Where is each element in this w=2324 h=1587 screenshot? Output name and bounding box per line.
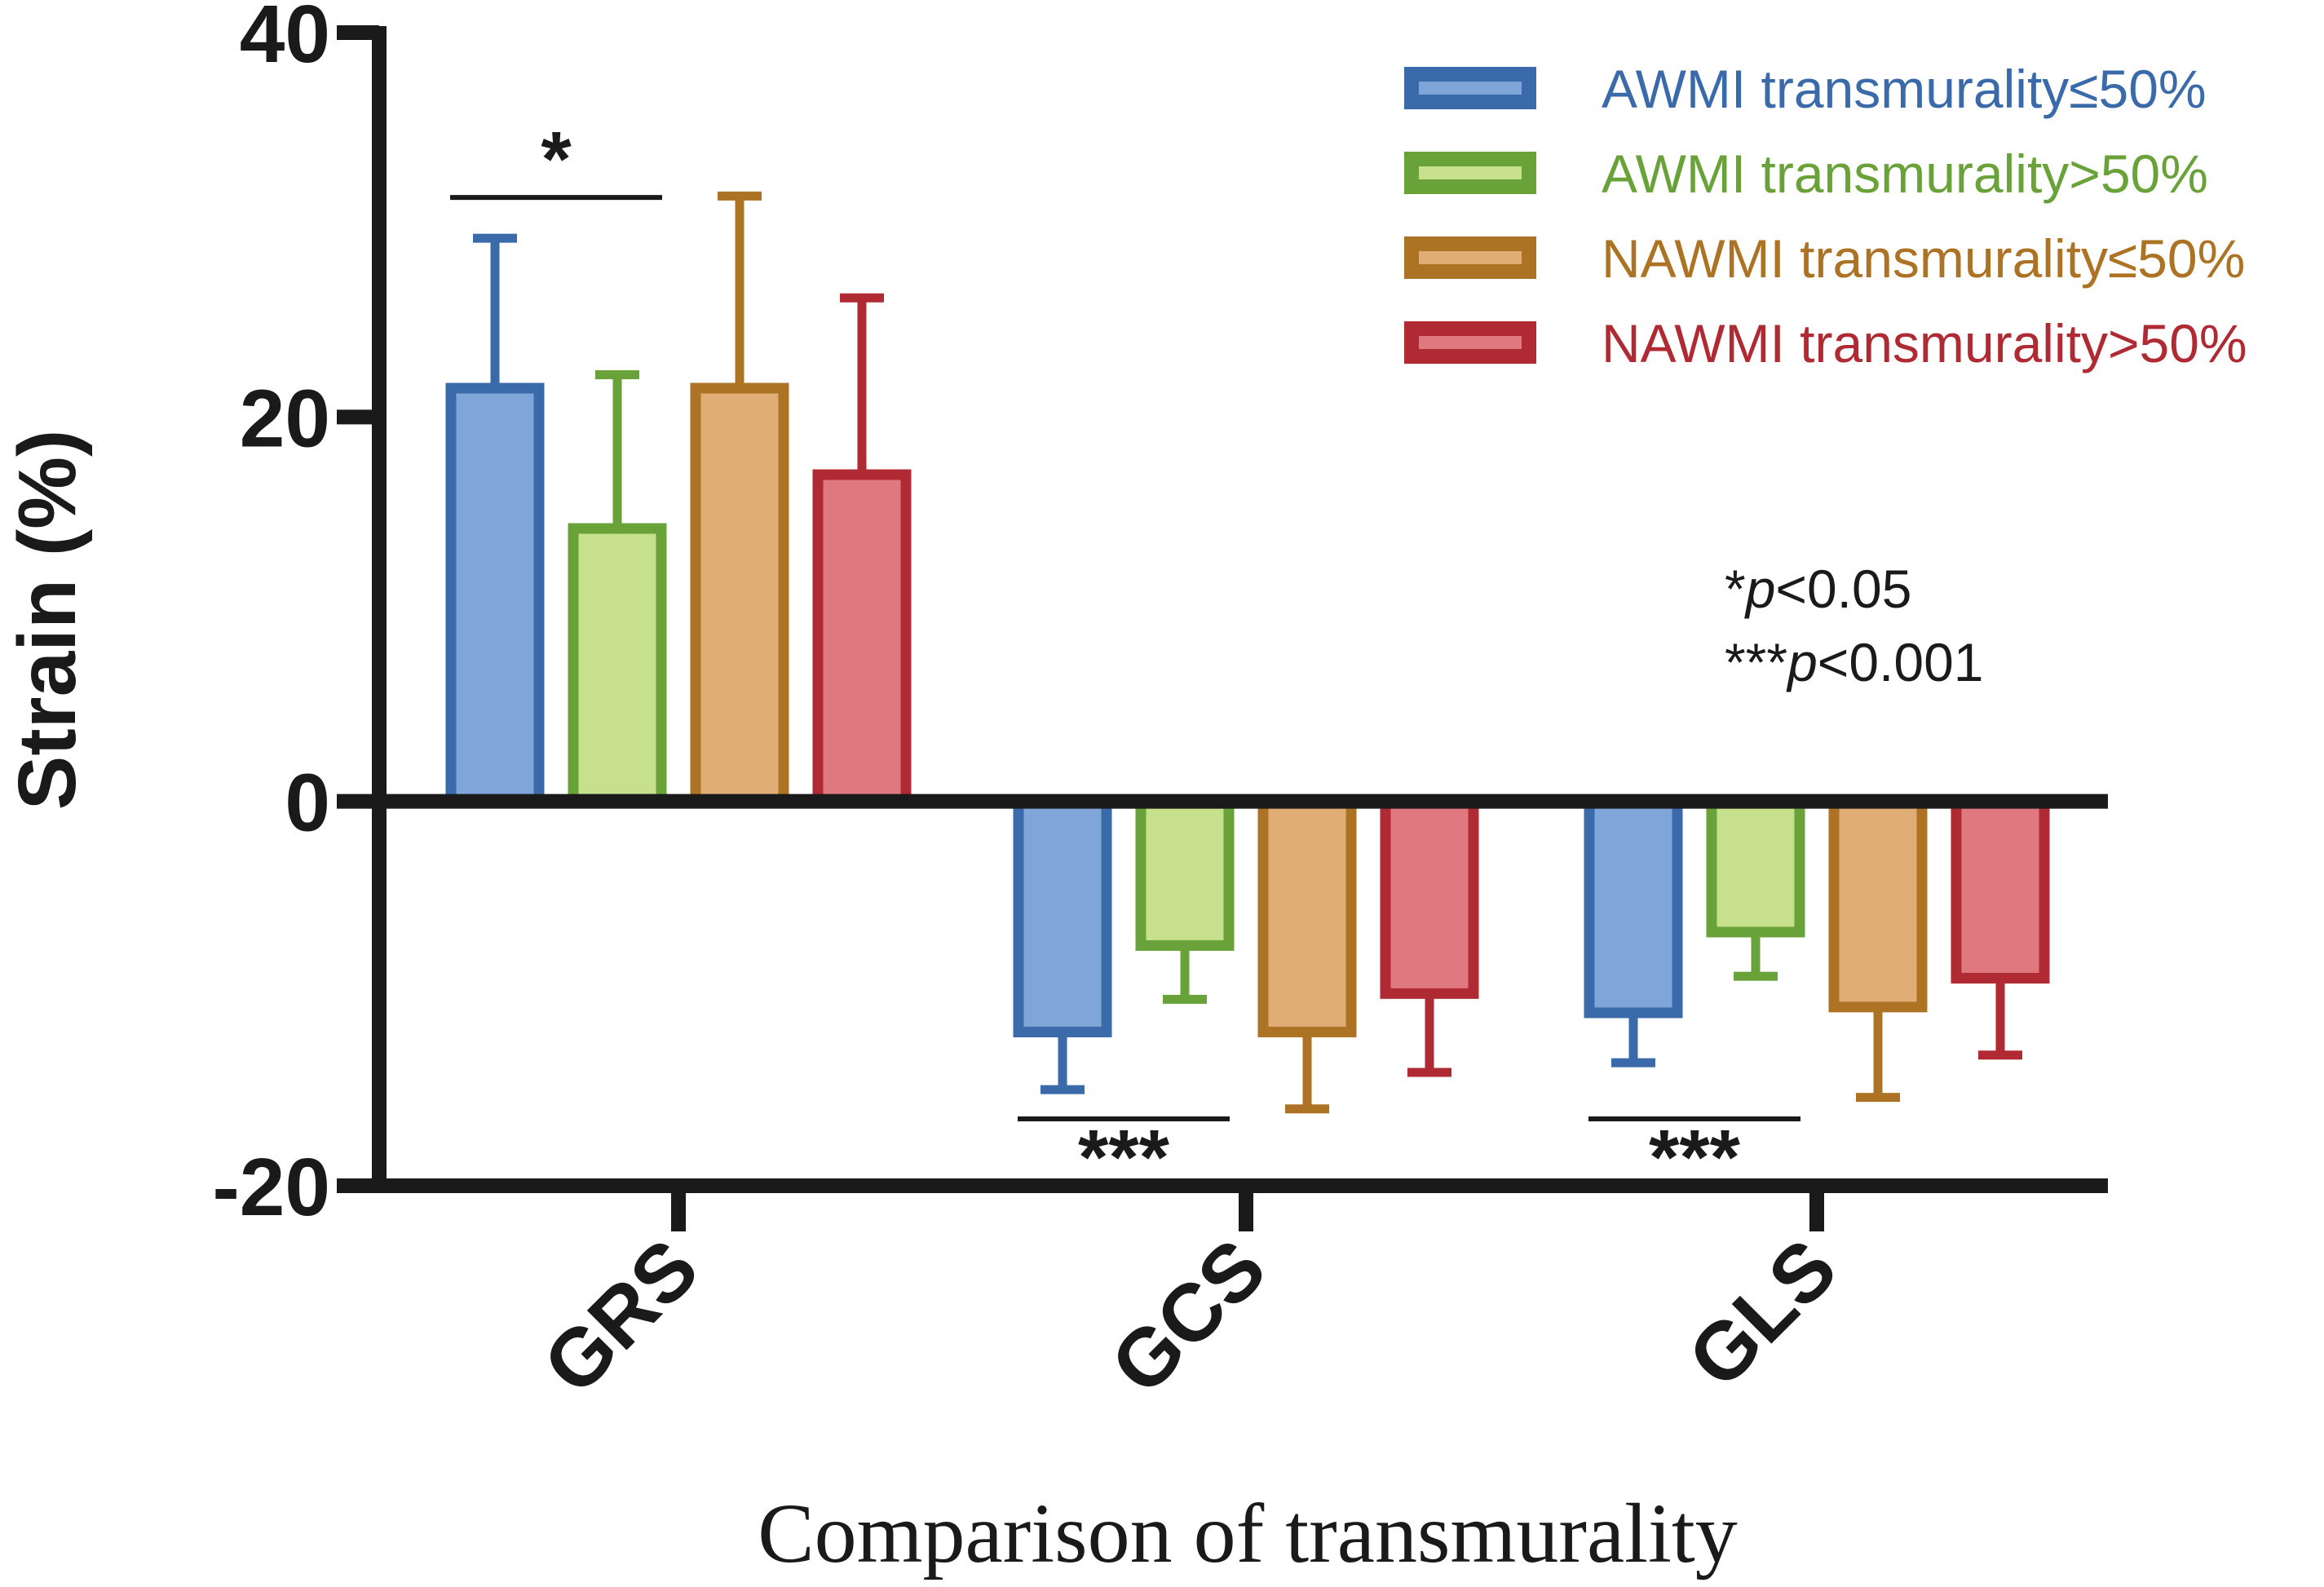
legend-swatch-inner [1419,251,1522,264]
p-value-notes: *p<0.05 ***p<0.001 [1725,559,1984,692]
bar [1257,796,1357,1037]
x-tick-label: GCS [1094,1222,1283,1411]
significance-label: *** [1078,1114,1170,1201]
p-note-1-suffix: <0.05 [1775,559,1911,619]
p-note-1-italic: p [1744,559,1776,619]
legend-swatch-inner [1419,166,1522,179]
x-axis-title: Comparison of transmurality [758,1487,1738,1580]
p-note-2-italic: p [1786,632,1818,692]
p-note-1-prefix: * [1725,559,1746,619]
legend-swatch-inner [1419,82,1522,95]
p-note-2: ***p<0.001 [1725,632,1984,692]
p-note-1: *p<0.05 [1725,559,1911,619]
bar [1380,796,1479,999]
bar [1706,796,1805,938]
p-note-2-suffix: <0.001 [1818,632,1984,692]
y-tick-label: 40 [240,0,330,80]
legend: AWMI transmurality≤50% AWMI transmurality… [1404,59,2247,374]
bar [1951,796,2050,984]
bar [445,382,545,807]
significance-label: *** [1649,1114,1741,1201]
bar [1584,796,1683,1019]
significance-label: * [541,116,572,203]
legend-swatch-inner [1419,336,1522,349]
legend-label: AWMI transmurality>50% [1602,144,2208,204]
significance-layer: **** *** [450,116,1800,1201]
bar [568,523,667,807]
y-tick-label: 20 [240,373,330,464]
x-tick-label: GRS [526,1222,715,1411]
p-note-2-prefix: *** [1725,632,1787,692]
legend-label: NAWMI transmurality>50% [1602,313,2247,374]
bar [1135,796,1235,951]
bar [1828,796,1928,1013]
y-axis-title: Strain (%) [2,430,93,811]
y-tick-label: 0 [285,758,330,849]
bar [690,382,789,807]
legend-label: NAWMI transmurality≤50% [1602,228,2245,289]
legend-label: AWMI transmurality≤50% [1602,59,2207,119]
bar [812,469,912,807]
x-tick-label: GLS [1671,1222,1854,1405]
bar [1013,796,1112,1037]
y-tick-label: -20 [212,1142,330,1233]
